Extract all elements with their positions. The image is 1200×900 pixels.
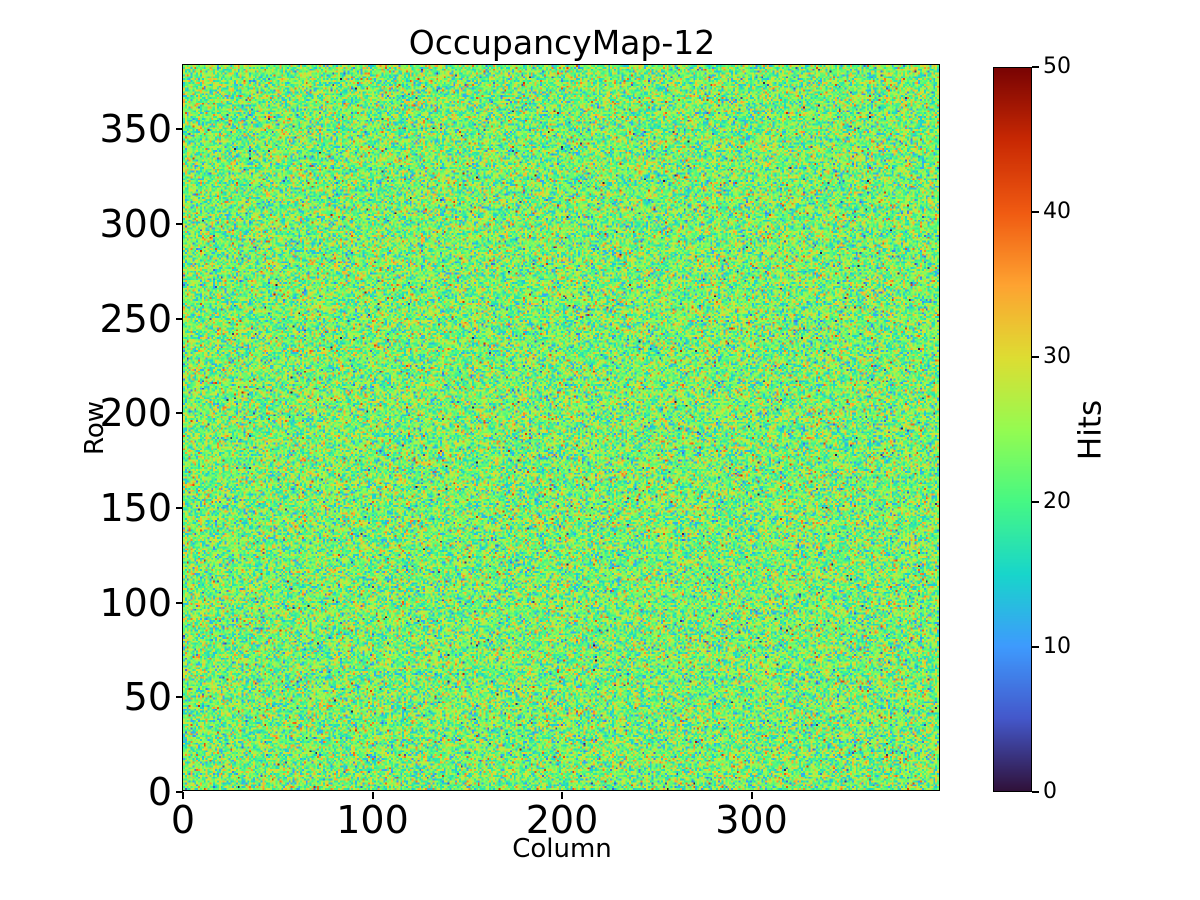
- tick-mark: [561, 792, 563, 799]
- tick-mark: [176, 791, 183, 793]
- y-tick-label: 100: [99, 580, 172, 625]
- y-tick-label: 200: [99, 391, 172, 436]
- chart-title: OccupancyMap-12: [408, 23, 716, 62]
- x-tick-label: 200: [525, 798, 599, 842]
- x-tick-label: 0: [170, 798, 196, 842]
- tick-mark: [1032, 66, 1039, 68]
- heatmap-canvas: [183, 65, 939, 790]
- tick-mark: [176, 317, 183, 320]
- colorbar-tick-label: 10: [1043, 634, 1071, 659]
- colorbar-tick-label: 50: [1043, 54, 1071, 79]
- x-axis-label: Column: [512, 834, 612, 864]
- colorbar: [993, 67, 1032, 792]
- tick-mark: [1032, 501, 1039, 503]
- colorbar-tick-label: 20: [1043, 489, 1071, 514]
- tick-mark: [1032, 646, 1039, 648]
- y-tick-label: 0: [147, 770, 172, 814]
- y-tick-label: 350: [99, 107, 172, 152]
- y-tick-label: 250: [99, 296, 172, 341]
- colorbar-tick-label: 30: [1043, 344, 1071, 369]
- tick-mark: [176, 223, 183, 226]
- tick-mark: [182, 792, 184, 799]
- y-tick-label: 150: [99, 486, 172, 531]
- y-tick-label: 300: [99, 202, 172, 247]
- x-tick-label: 300: [715, 798, 788, 842]
- tick-mark: [176, 601, 183, 604]
- tick-mark: [750, 792, 753, 799]
- tick-mark: [1032, 791, 1039, 793]
- y-axis-label: Row: [80, 400, 110, 456]
- heatmap-plot-area: [182, 64, 940, 791]
- tick-mark: [176, 412, 183, 415]
- colorbar-tick-label: 0: [1043, 779, 1057, 804]
- tick-mark: [176, 128, 183, 131]
- tick-mark: [1032, 356, 1039, 358]
- tick-mark: [176, 507, 183, 510]
- tick-mark: [371, 792, 374, 799]
- tick-mark: [1032, 211, 1039, 213]
- colorbar-canvas: [994, 68, 1031, 791]
- y-tick-label: 50: [123, 675, 172, 720]
- x-tick-label: 100: [336, 798, 409, 842]
- tick-mark: [176, 696, 183, 699]
- colorbar-tick-label: 40: [1043, 199, 1071, 224]
- colorbar-label: Hits: [1072, 399, 1109, 461]
